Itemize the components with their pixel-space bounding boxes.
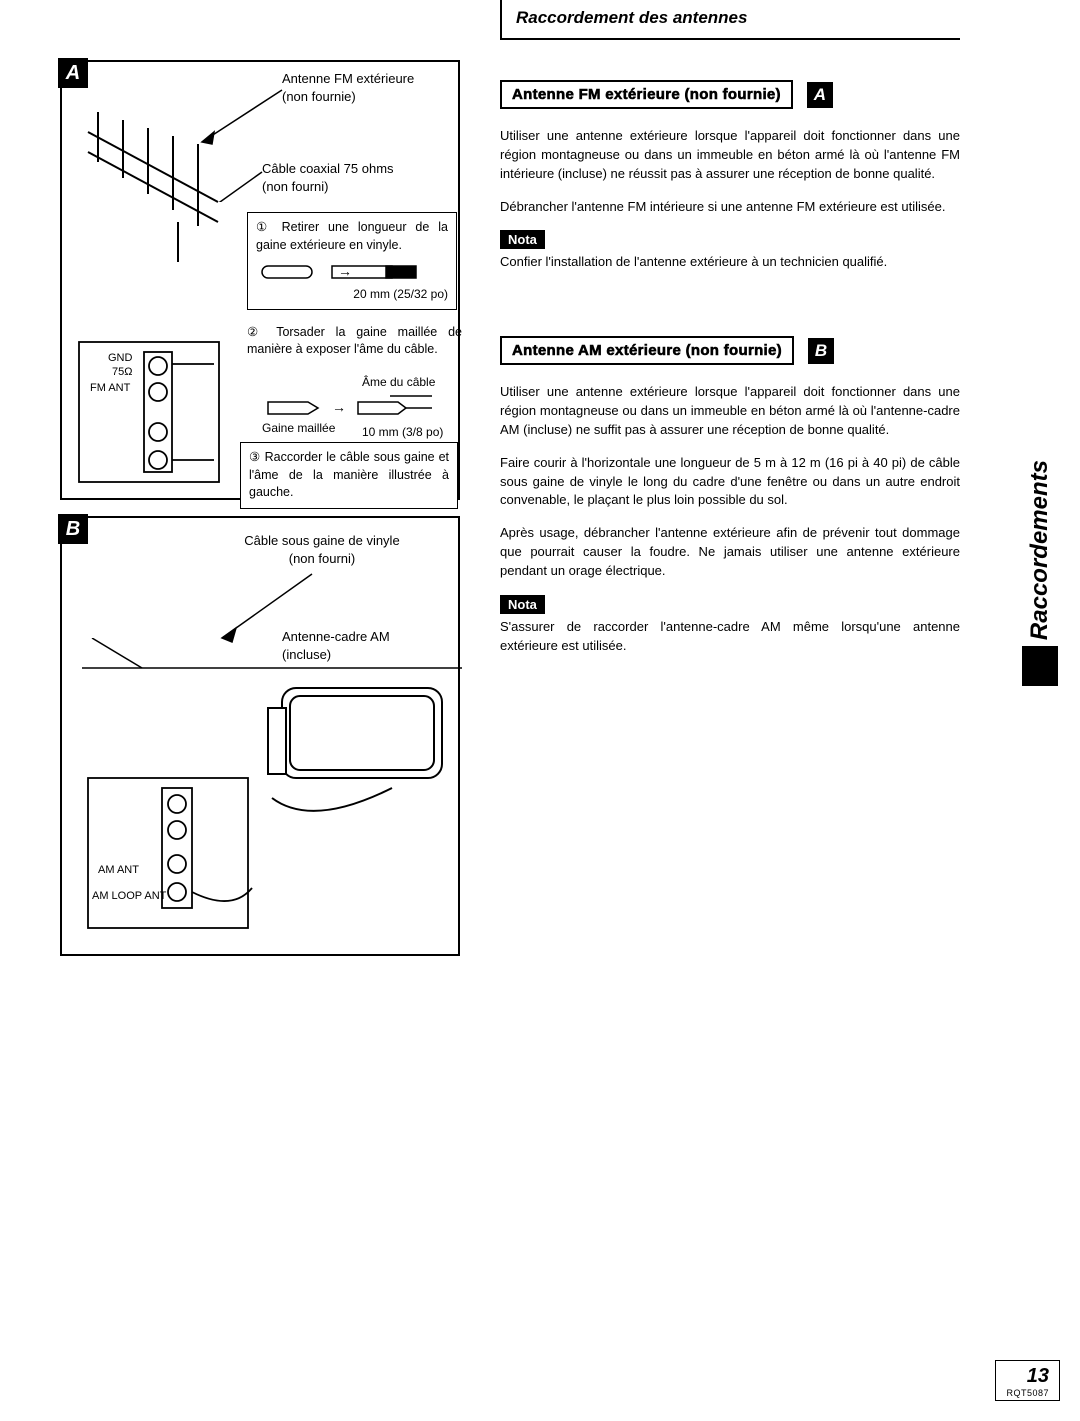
section-a-p2: Débrancher l'antenne FM intérieure si un… [500,198,960,217]
terminal-block-b-icon [82,768,262,938]
side-tab-bar [1022,646,1058,686]
section-a-ref: A [807,82,833,108]
step3-box: ③ Raccorder le câble sous gaine et l'âme… [240,442,458,509]
side-tab: Raccordements [1000,460,1080,700]
section-b-nota-badge: Nota [500,595,545,614]
strip-1-icon: → [256,258,436,286]
side-tab-text: Raccordements [1026,460,1054,640]
top-title-wrap: Raccordement des antennes [500,0,960,40]
section-a-head-row: Antenne FM extérieure (non fournie) A [500,80,960,109]
diagram-a-corner: A [58,58,88,88]
section-b-p3: Après usage, débrancher l'antenne extéri… [500,524,960,581]
section-b-head-row: Antenne AM extérieure (non fournie) B [500,336,960,365]
term-amloop: AM LOOP ANT [92,890,166,903]
section-b-p1: Utiliser une antenne extérieure lorsque … [500,383,960,440]
label-vinyl-cable: Câble sous gaine de vinyle (non fourni) [222,532,422,567]
right-column: Raccordement des antennes Antenne FM ext… [470,0,980,1421]
page-number-box: 13 RQT5087 [995,1360,1060,1401]
sub-10mm: 10 mm (3/8 po) [362,424,443,440]
label-braid: Gaine maillée [262,420,335,436]
section-a-p1: Utiliser une antenne extérieure lorsque … [500,127,960,184]
vinyl-arrow-icon [212,568,332,648]
step1-box: ① Retirer une longueur de la gaine extér… [247,212,457,310]
page-number: 13 [1006,1365,1049,1388]
diagram-b-corner: B [58,514,88,544]
section-a-nota-text: Confier l'installation de l'antenne exté… [500,253,960,272]
top-title: Raccordement des antennes [516,8,960,28]
section-b-nota-text: S'assurer de raccorder l'antenne-cadre A… [500,618,960,656]
left-column: A Antenne FM extérieure (non fournie) Câ… [0,0,470,1421]
am-loop-icon [262,668,452,818]
section-b-heading: Antenne AM extérieure (non fournie) [500,336,794,365]
label-fm-antenna: Antenne FM extérieure (non fournie) [282,70,414,105]
arrow-lines-a [182,82,292,202]
term-amant: AM ANT [98,864,139,877]
svg-text:→: → [332,399,346,415]
step2-text: ② Torsader la gaine maillée de manière à… [247,324,462,358]
section-a-heading: Antenne FM extérieure (non fournie) [500,80,793,109]
term-fmant: FM ANT [90,382,130,395]
term-gnd: GND [108,352,132,365]
step3-text: ③ Raccorder le câble sous gaine et l'âme… [249,450,449,499]
terminal-block-a-icon [74,302,234,492]
sub-20mm: 20 mm (25/32 po) [256,286,448,303]
section-b-ref: B [808,338,834,364]
doc-code: RQT5087 [1006,1388,1049,1398]
section-a-nota-badge: Nota [500,230,545,249]
diagram-a: A Antenne FM extérieure (non fournie) Câ… [60,60,460,500]
svg-text:→: → [338,263,352,279]
wall-line-icon [82,638,462,678]
step1-text: ① Retirer une longueur de la gaine extér… [256,220,448,252]
diagram-b: B Câble sous gaine de vinyle (non fourni… [60,516,460,956]
page: A Antenne FM extérieure (non fournie) Câ… [0,0,1080,1421]
strip-2-icon: → [262,392,442,422]
term-75: 75Ω [112,366,132,379]
label-core: Âme du câble [362,374,435,390]
section-b-p2: Faire courir à l'horizontale une longueu… [500,454,960,511]
